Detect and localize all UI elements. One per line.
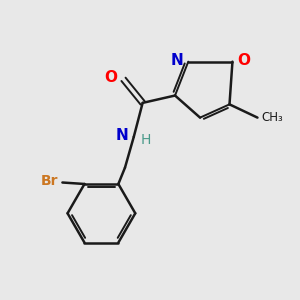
Text: N: N [170,53,183,68]
Text: O: O [105,70,118,86]
Text: H: H [140,133,151,147]
Text: O: O [238,53,251,68]
Text: CH₃: CH₃ [261,111,283,124]
Text: Br: Br [40,174,58,188]
Text: N: N [115,128,128,143]
